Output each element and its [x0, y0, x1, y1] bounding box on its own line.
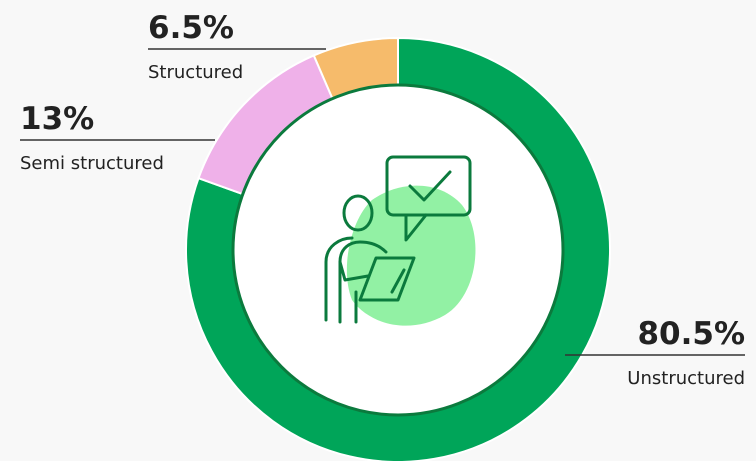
category-label: Structured	[148, 62, 243, 83]
category-label: Semi structured	[20, 153, 164, 174]
value-label: 13%	[20, 101, 94, 137]
donut	[185, 36, 611, 461]
category-label: Unstructured	[627, 368, 745, 389]
value-label: 80.5%	[637, 316, 745, 352]
value-label: 6.5%	[148, 10, 234, 46]
labels: 80.5% Unstructured 13% Semi structured 6.5% S…	[20, 10, 745, 389]
icon	[324, 155, 476, 326]
